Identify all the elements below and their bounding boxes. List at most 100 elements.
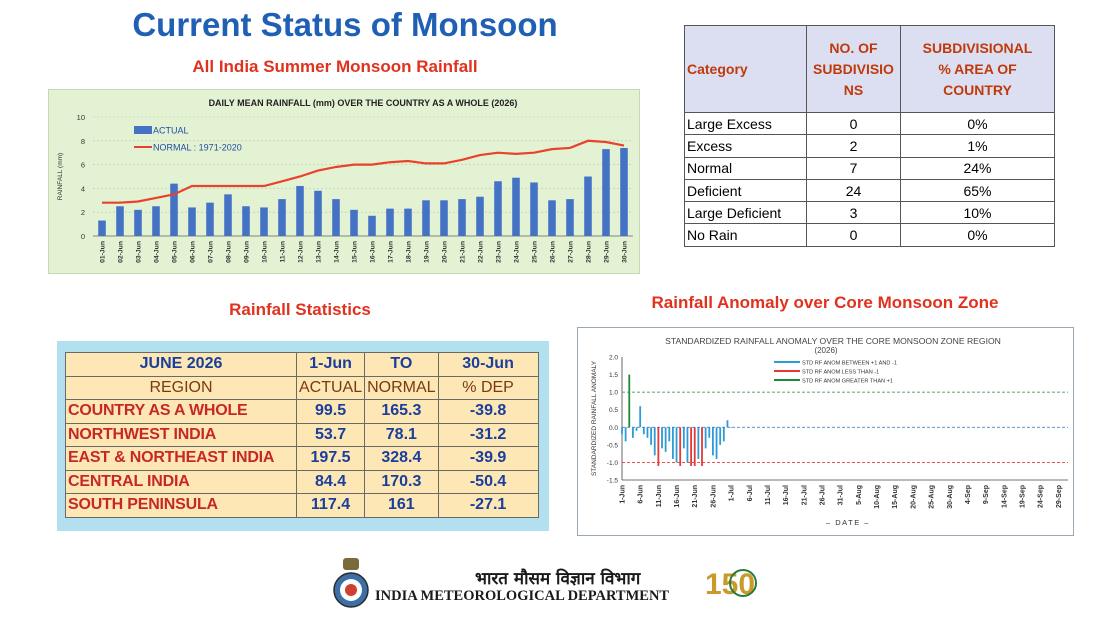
category-row: Large Excess 0 0% xyxy=(684,111,1055,136)
x-tick-label: 24-Sep xyxy=(1038,485,1045,508)
category-header-line: NS xyxy=(843,81,864,98)
anomaly-bar xyxy=(664,427,667,452)
stats-cell: 170.3 xyxy=(364,469,439,494)
x-tick-label: 21-Jul xyxy=(801,485,808,505)
x-tick-label: 24-Jun xyxy=(514,241,521,263)
category-header-line: SUBDIVISIO xyxy=(813,60,894,77)
anomaly-legend-label: STD RF ANOM GREATER THAN +1 xyxy=(802,378,893,384)
x-tick-label: 25-Aug xyxy=(929,485,936,509)
stats-row: NORTHWEST INDIA 53.7 78.1 -31.2 xyxy=(65,422,539,447)
stats-cell: TO xyxy=(364,352,439,377)
actual-bar xyxy=(260,207,268,236)
category-header-line: NO. OF xyxy=(829,39,878,56)
stats-row: COUNTRY AS A WHOLE 99.5 165.3 -39.8 xyxy=(65,399,539,424)
actual-bar xyxy=(224,194,232,236)
x-tick-label: 23-Jun xyxy=(496,241,503,263)
stats-row: CENTRAL INDIA 84.4 170.3 -50.4 xyxy=(65,469,539,494)
category-cell: 65% xyxy=(900,178,1055,203)
x-tick-label: 4-Sep xyxy=(965,485,972,504)
y-tick-label: -1.5 xyxy=(607,478,619,485)
anomaly-bar xyxy=(708,427,711,438)
actual-bar xyxy=(530,182,538,236)
x-tick-label: 1-Jun xyxy=(620,485,627,504)
stats-cell: 99.5 xyxy=(295,399,366,424)
anomaly-bar xyxy=(632,427,634,438)
category-header-line: SUBDIVISIONAL xyxy=(922,39,1033,56)
anomaly-bar xyxy=(712,427,714,456)
stats-cell: JUNE 2026 xyxy=(65,352,297,377)
anomaly-bar xyxy=(635,427,638,431)
actual-bar xyxy=(386,208,394,236)
x-tick-label: 03-Jun xyxy=(136,241,143,263)
stats-cell: REGION xyxy=(65,375,297,400)
x-tick-label: 28-Jun xyxy=(586,241,593,263)
y-tick-label: 6 xyxy=(81,161,85,170)
legend-normal-label: NORMAL : 1971-2020 xyxy=(153,143,242,153)
x-tick-label: 07-Jun xyxy=(208,241,215,263)
stats-cell: 161 xyxy=(364,493,439,518)
y-tick-label: -0.5 xyxy=(607,442,619,449)
category-header-line: COUNTRY xyxy=(943,81,1012,98)
x-tick-label: 27-Jun xyxy=(568,241,575,263)
hindi-name: भारत मौसम विज्ञान विभाग xyxy=(475,568,642,589)
category-cell: 1% xyxy=(900,134,1055,158)
anomaly-bar xyxy=(628,374,631,428)
actual-bar xyxy=(404,208,412,236)
category-header-1: NO. OF SUBDIVISIO NS xyxy=(806,25,901,113)
category-cell: 0 xyxy=(806,223,901,247)
stats-row: JUNE 2026 1-Jun TO 30-Jun xyxy=(65,352,539,377)
actual-bar xyxy=(602,149,610,236)
stats-cell: 53.7 xyxy=(295,422,366,447)
stats-cell: -39.8 xyxy=(437,399,539,424)
stats-cell: EAST & NORTHEAST INDIA xyxy=(65,446,297,471)
stats-cell: 78.1 xyxy=(364,422,439,447)
anomaly-bar xyxy=(726,420,729,428)
anomaly-bar xyxy=(704,427,707,449)
anomaly-bar xyxy=(715,427,718,459)
category-cell: No Rain xyxy=(684,223,807,247)
stats-cell: NORMAL xyxy=(364,375,439,400)
stats-cell: -27.1 xyxy=(437,493,539,518)
x-tick-label: 01-Jun xyxy=(100,241,107,263)
anomaly-bar xyxy=(653,427,656,456)
y-tick-label: 8 xyxy=(81,137,85,146)
x-tick-label: 16-Jul xyxy=(783,485,790,505)
category-cell: Deficient xyxy=(684,178,807,203)
anomaly-bar xyxy=(719,427,722,445)
actual-bar xyxy=(584,176,592,236)
anomaly-bar xyxy=(657,427,660,466)
anomaly-bar xyxy=(722,427,725,442)
stats-cell: CENTRAL INDIA xyxy=(65,469,297,494)
stats-caption: Rainfall Statistics xyxy=(229,300,371,319)
stats-cell: ACTUAL xyxy=(295,375,366,400)
stats-cell: 328.4 xyxy=(364,446,439,471)
anniversary-emblem-icon xyxy=(729,569,757,597)
anomaly-bar xyxy=(679,427,682,466)
category-header-2: SUBDIVISIONAL % AREA OF COUNTRY xyxy=(900,25,1055,113)
actual-bar xyxy=(134,209,142,236)
stats-cell: % DEP xyxy=(437,375,539,400)
anomaly-bar xyxy=(672,427,674,459)
stats-cell: -39.9 xyxy=(437,446,539,471)
x-tick-label: 30-Aug xyxy=(947,485,954,509)
y-tick-label: 0 xyxy=(81,232,85,241)
x-tick-label: 11-Jun xyxy=(656,485,663,507)
category-row: Deficient 24 65% xyxy=(684,178,1055,203)
footer: भारत मौसम विज्ञान विभाग INDIA METEOROLOG… xyxy=(330,556,770,612)
actual-bar xyxy=(98,220,106,236)
actual-bar xyxy=(512,177,520,236)
category-cell: 7 xyxy=(806,156,901,180)
y-tick-label: 0.5 xyxy=(609,407,618,414)
actual-bar xyxy=(422,200,430,236)
x-tick-label: 20-Aug xyxy=(910,485,917,509)
x-tick-label: 30-Jun xyxy=(622,241,629,263)
daily-rainfall-chart: DAILY MEAN RAINFALL (mm) OVER THE COUNTR… xyxy=(48,89,640,274)
anomaly-bar xyxy=(675,427,678,463)
stats-cell: 1-Jun xyxy=(295,352,366,377)
x-tick-label: 02-Jun xyxy=(118,241,125,263)
x-tick-label: 16-Jun xyxy=(370,241,377,263)
x-tick-label: 29-Sep xyxy=(1056,485,1063,508)
actual-bar xyxy=(548,200,556,236)
x-tick-label: 14-Jun xyxy=(334,241,341,263)
x-tick-label: 6-Jun xyxy=(638,485,645,504)
